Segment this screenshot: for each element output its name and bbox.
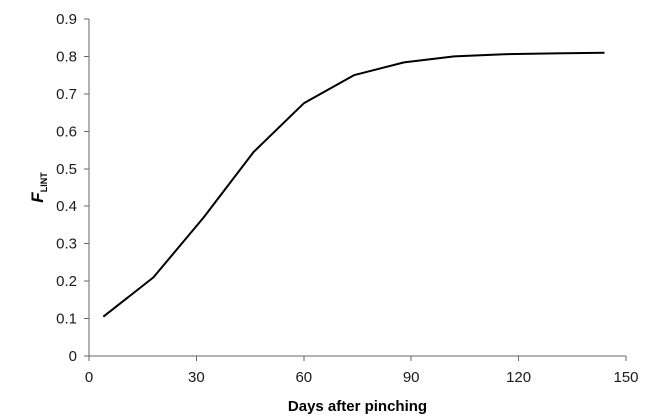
y-tick-label: 0.6 bbox=[56, 123, 77, 140]
y-tick-label: 0.9 bbox=[56, 11, 77, 28]
series-line bbox=[102, 51, 605, 318]
x-axis-ticks: 0 30 60 90 120 150 bbox=[85, 356, 639, 386]
x-tick-label: 150 bbox=[613, 369, 638, 386]
y-axis-title-main: F bbox=[28, 192, 47, 203]
y-axis-ticks: 0 0.1 0.2 0.3 0.4 0.5 0.6 0.7 0.8 0.9 bbox=[56, 11, 89, 365]
y-tick-label: 0.7 bbox=[56, 86, 77, 103]
x-tick-label: 0 bbox=[85, 369, 93, 386]
x-axis-title: Days after pinching bbox=[288, 398, 427, 415]
y-tick-label: 0.2 bbox=[56, 273, 77, 290]
y-tick-label: 0 bbox=[69, 348, 77, 365]
y-tick-label: 0.8 bbox=[56, 48, 77, 65]
x-tick-label: 120 bbox=[506, 369, 531, 386]
x-tick-label: 30 bbox=[188, 369, 205, 386]
y-axis-title-subscript: LINT bbox=[39, 172, 49, 192]
x-tick-label: 60 bbox=[295, 369, 312, 386]
x-tick-label: 90 bbox=[403, 369, 420, 386]
y-tick-label: 0.5 bbox=[56, 161, 77, 178]
y-tick-label: 0.4 bbox=[56, 198, 77, 215]
series-layer bbox=[102, 51, 605, 318]
y-axis-title: FLINT bbox=[28, 172, 49, 203]
y-tick-label: 0.1 bbox=[56, 311, 77, 328]
y-tick-label: 0.3 bbox=[56, 236, 77, 253]
